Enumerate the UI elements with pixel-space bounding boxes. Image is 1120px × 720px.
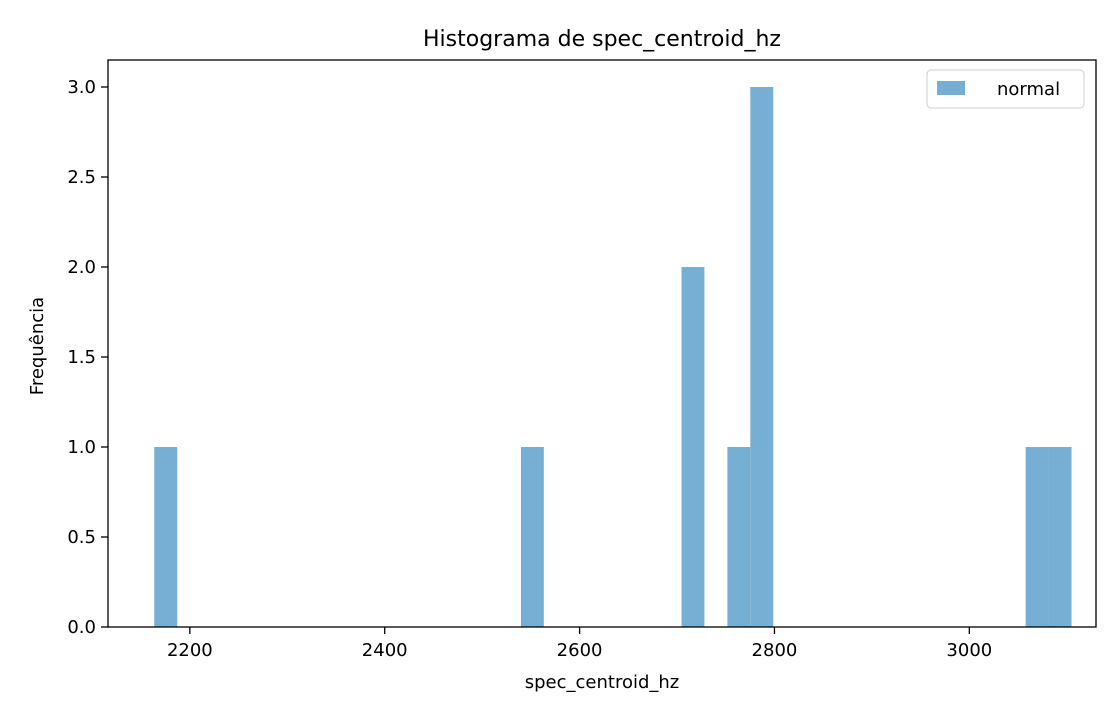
y-tick-label: 0.5 [67, 527, 96, 548]
y-tick-label: 3.0 [67, 77, 96, 98]
x-tick-label: 2400 [362, 640, 408, 661]
x-tick-label: 3000 [946, 640, 992, 661]
legend-swatch [937, 81, 965, 95]
x-tick-label: 2600 [557, 640, 603, 661]
y-tick-label: 1.0 [67, 437, 96, 458]
chart-title: Histograma de spec_centroid_hz [423, 27, 781, 52]
histogram-bar [154, 447, 178, 627]
x-axis-ticks: 2200 2400 2600 2800 3000 [167, 627, 992, 661]
legend: normal [926, 69, 1085, 109]
histogram-bar [1025, 447, 1049, 627]
x-axis-label: spec_centroid_hz [525, 672, 680, 693]
legend-box [926, 69, 1085, 109]
histogram-bar [681, 267, 705, 627]
histogram-bar [1048, 447, 1072, 627]
histogram-bar [727, 447, 751, 627]
bars-layer [154, 87, 1072, 627]
histogram-bar [520, 447, 544, 627]
histogram-bar [750, 87, 774, 627]
legend-label: normal [997, 79, 1060, 100]
y-tick-label: 2.5 [67, 167, 96, 188]
y-tick-label: 0.0 [67, 617, 96, 638]
y-axis-label: Frequência [27, 297, 48, 395]
x-tick-label: 2200 [167, 640, 213, 661]
x-tick-label: 2800 [752, 640, 798, 661]
plot-frame [107, 59, 1097, 628]
y-tick-label: 1.5 [67, 347, 96, 368]
y-axis-ticks: 0.0 0.5 1.0 1.5 2.0 2.5 3.0 [67, 77, 108, 638]
y-tick-label: 2.0 [67, 257, 96, 278]
